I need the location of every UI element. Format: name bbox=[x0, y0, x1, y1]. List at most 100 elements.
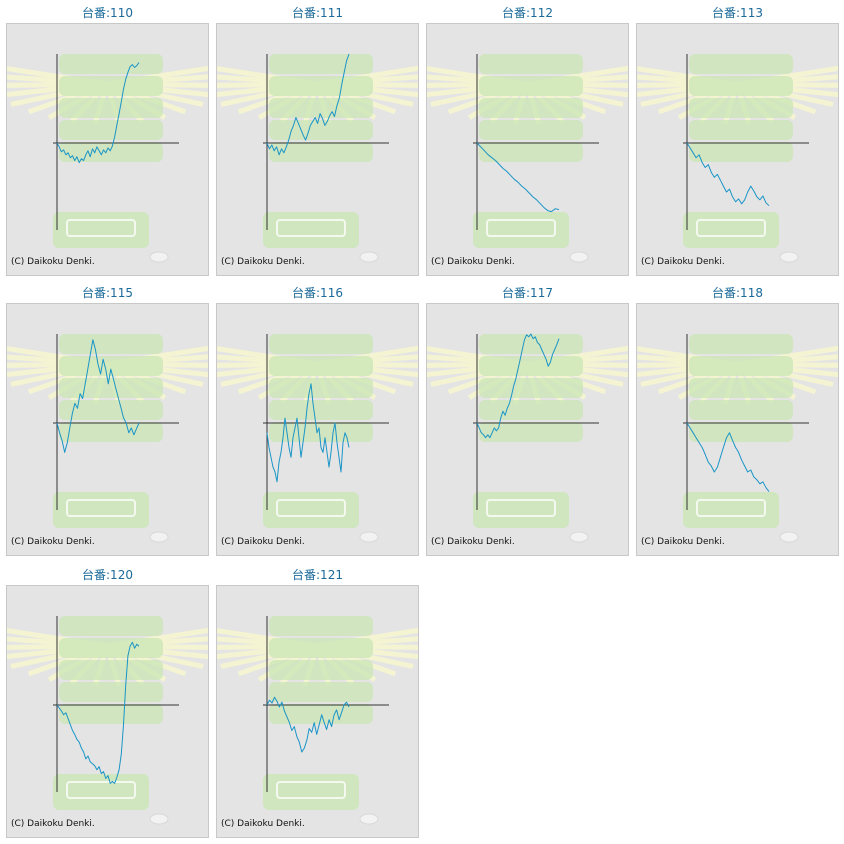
chart-panel: (C) Daikoku Denki. bbox=[216, 23, 419, 276]
background-tray bbox=[689, 334, 793, 354]
copyright-text: (C) Daikoku Denki. bbox=[431, 257, 515, 267]
machine-chart: 台番:112 (C) Daikoku Denki. bbox=[426, 4, 629, 278]
machine-title-link[interactable]: 台番:117 bbox=[502, 286, 553, 300]
background-tray bbox=[689, 120, 793, 140]
background-coin bbox=[359, 251, 379, 263]
copyright-text: (C) Daikoku Denki. bbox=[221, 257, 305, 267]
background-tray bbox=[269, 76, 373, 96]
machine-title-link[interactable]: 台番:112 bbox=[502, 6, 553, 20]
machine-title-link[interactable]: 台番:120 bbox=[82, 568, 133, 582]
copyright-text: (C) Daikoku Denki. bbox=[221, 819, 305, 829]
background-tray bbox=[269, 682, 373, 702]
machine-title-link[interactable]: 台番:116 bbox=[292, 286, 343, 300]
background-tray bbox=[479, 120, 583, 140]
chart-panel: (C) Daikoku Denki. bbox=[426, 23, 629, 276]
machine-title-link[interactable]: 台番:113 bbox=[712, 6, 763, 20]
background-coin bbox=[149, 251, 169, 263]
background-tray bbox=[269, 334, 373, 354]
chart-panel: (C) Daikoku Denki. bbox=[216, 585, 419, 838]
background-tray bbox=[269, 98, 373, 118]
chart-svg bbox=[427, 333, 628, 543]
chart-svg bbox=[217, 334, 418, 543]
background-tray bbox=[269, 704, 373, 724]
series-line bbox=[56, 339, 140, 453]
background-tray-inner bbox=[696, 499, 766, 517]
chart-panel: (C) Daikoku Denki. bbox=[6, 585, 209, 838]
copyright-text: (C) Daikoku Denki. bbox=[641, 537, 725, 547]
series-line bbox=[266, 383, 350, 483]
background-tray bbox=[269, 378, 373, 398]
machine-chart-grid: 台番:110 (C) Daikoku Denki. 台番:111 (C) Daikok… bbox=[6, 4, 842, 840]
series-line bbox=[476, 142, 560, 213]
background-tray bbox=[269, 660, 373, 680]
background-tray-inner bbox=[66, 781, 136, 799]
copyright-text: (C) Daikoku Denki. bbox=[431, 537, 515, 547]
machine-chart: 台番:121 (C) Daikoku Denki. bbox=[216, 566, 419, 840]
background-tray bbox=[59, 682, 163, 702]
background-tray bbox=[59, 54, 163, 74]
background-tray bbox=[59, 76, 163, 96]
background-tray bbox=[479, 356, 583, 376]
background-tray bbox=[59, 616, 163, 636]
background-tray bbox=[59, 660, 163, 680]
chart-svg bbox=[7, 334, 208, 543]
background-tray bbox=[59, 422, 163, 442]
machine-title-link[interactable]: 台番:115 bbox=[82, 286, 133, 300]
background-tray bbox=[689, 422, 793, 442]
background-coin bbox=[569, 531, 589, 543]
background-tray bbox=[59, 120, 163, 140]
background-tray bbox=[269, 120, 373, 140]
machine-title-link[interactable]: 台番:110 bbox=[82, 6, 133, 20]
series-line bbox=[266, 53, 350, 156]
machine-title-link[interactable]: 台番:118 bbox=[712, 286, 763, 300]
background-tray bbox=[269, 54, 373, 74]
background-illustration bbox=[7, 54, 208, 263]
background-tray bbox=[479, 334, 583, 354]
background-tray bbox=[269, 638, 373, 658]
background-tray-inner bbox=[276, 781, 346, 799]
background-tray bbox=[479, 422, 583, 442]
machine-chart: 台番:116 (C) Daikoku Denki. bbox=[216, 284, 419, 558]
chart-panel: (C) Daikoku Denki. bbox=[216, 303, 419, 556]
background-coin bbox=[149, 531, 169, 543]
background-tray bbox=[59, 142, 163, 162]
background-illustration bbox=[7, 616, 208, 825]
background-tray-inner bbox=[696, 219, 766, 237]
copyright-text: (C) Daikoku Denki. bbox=[221, 537, 305, 547]
machine-chart: 台番:117 (C) Daikoku Denki. bbox=[426, 284, 629, 558]
chart-panel: (C) Daikoku Denki. bbox=[6, 303, 209, 556]
background-tray bbox=[59, 334, 163, 354]
chart-panel: (C) Daikoku Denki. bbox=[426, 303, 629, 556]
background-tray bbox=[269, 400, 373, 420]
series-line bbox=[266, 696, 350, 753]
background-tray bbox=[269, 142, 373, 162]
chart-svg bbox=[637, 54, 838, 263]
background-illustration bbox=[7, 334, 208, 543]
background-tray bbox=[689, 98, 793, 118]
chart-panel: (C) Daikoku Denki. bbox=[636, 303, 839, 556]
machine-title-link[interactable]: 台番:111 bbox=[292, 6, 343, 20]
background-coin bbox=[779, 251, 799, 263]
copyright-text: (C) Daikoku Denki. bbox=[11, 257, 95, 267]
chart-svg bbox=[637, 334, 838, 543]
background-tray bbox=[479, 98, 583, 118]
chart-panel: (C) Daikoku Denki. bbox=[6, 23, 209, 276]
background-coin bbox=[779, 531, 799, 543]
machine-chart: 台番:113 (C) Daikoku Denki. bbox=[636, 4, 839, 278]
background-coin bbox=[359, 531, 379, 543]
copyright-text: (C) Daikoku Denki. bbox=[11, 819, 95, 829]
background-tray bbox=[689, 378, 793, 398]
background-tray bbox=[59, 638, 163, 658]
background-illustration bbox=[217, 334, 418, 543]
machine-title-link[interactable]: 台番:121 bbox=[292, 568, 343, 582]
background-tray bbox=[479, 54, 583, 74]
chart-svg bbox=[217, 53, 418, 263]
background-tray bbox=[59, 378, 163, 398]
series-line bbox=[56, 62, 140, 164]
background-tray-inner bbox=[276, 219, 346, 237]
background-coin bbox=[359, 813, 379, 825]
background-illustration bbox=[217, 616, 418, 825]
background-illustration bbox=[217, 54, 418, 263]
machine-chart: 台番:120 (C) Daikoku Denki. bbox=[6, 566, 209, 840]
background-tray bbox=[689, 356, 793, 376]
